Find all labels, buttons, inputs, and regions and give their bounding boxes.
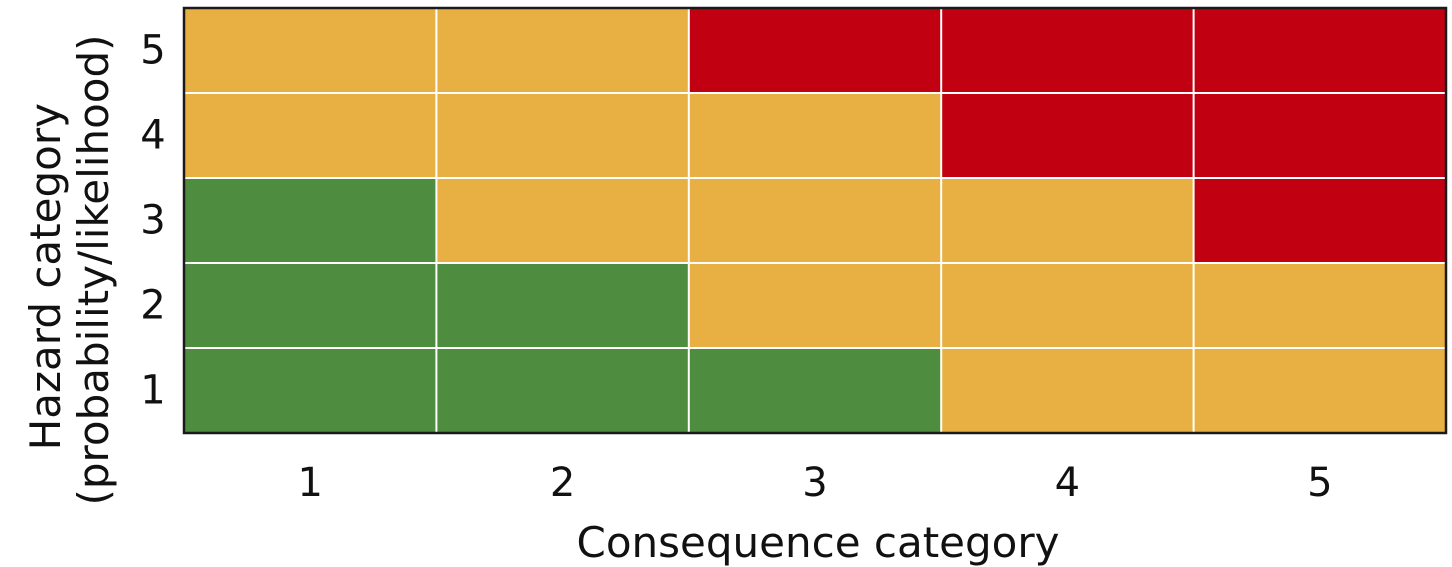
heatmap-cell-3-4 — [688, 93, 942, 179]
y-tick-label-5: 5 — [140, 28, 165, 74]
heatmap-cell-2-1 — [436, 348, 690, 434]
heatmap-cell-3-1 — [688, 348, 942, 434]
heatmap-cell-4-2 — [941, 263, 1195, 349]
heatmap-cell-5-3 — [1193, 178, 1447, 264]
heatmap-cell-5-4 — [1193, 93, 1447, 179]
heatmap-cell-3-2 — [688, 263, 942, 349]
heatmap-cell-4-3 — [941, 178, 1195, 264]
y-tick-label-4: 4 — [140, 113, 165, 159]
x-tick-label-3: 3 — [802, 460, 827, 506]
heatmap-cell-5-5 — [1193, 8, 1447, 94]
x-tick-label-5: 5 — [1307, 460, 1332, 506]
y-axis-title: Hazard category (probability/likelihood) — [21, 34, 118, 505]
heatmap-cell-1-4 — [184, 93, 437, 179]
x-tick-label-4: 4 — [1055, 460, 1080, 506]
heatmap-cell-3-5 — [688, 8, 942, 94]
heatmap-cell-2-2 — [436, 263, 690, 349]
x-tick-label-2: 2 — [550, 460, 575, 506]
heatmap-cell-1-1 — [184, 348, 437, 434]
y-tick-label-3: 3 — [140, 198, 165, 244]
plot-frame — [182, 6, 1448, 435]
x-axis-title: Consequence category — [577, 518, 1060, 567]
heatmap-cell-5-2 — [1193, 263, 1447, 349]
y-axis-title-line-2: (probability/likelihood) — [69, 34, 118, 505]
heatmap-cell-4-4 — [941, 93, 1195, 179]
grid-lines — [184, 8, 1446, 433]
heatmap-cell-1-5 — [184, 8, 437, 94]
heatmap-cells — [184, 8, 1447, 434]
heatmap-cell-5-1 — [1193, 348, 1447, 434]
heatmap-cell-4-5 — [941, 8, 1195, 94]
heatmap-cell-2-5 — [436, 8, 690, 94]
y-axis-title-line-1: Hazard category — [21, 103, 70, 450]
x-tick-label-1: 1 — [297, 460, 322, 506]
x-tick-labels: 1 2 3 4 5 — [297, 460, 1332, 506]
heatmap-cell-1-2 — [184, 263, 437, 349]
y-tick-labels: 1 2 3 4 5 — [140, 28, 165, 414]
heatmap-cell-2-4 — [436, 93, 690, 179]
heatmap-cell-1-3 — [184, 178, 437, 264]
y-tick-label-1: 1 — [140, 368, 165, 414]
heatmap-cell-4-1 — [941, 348, 1195, 434]
heatmap-cell-2-3 — [436, 178, 690, 264]
y-tick-label-2: 2 — [140, 283, 165, 329]
heatmap-cell-3-3 — [688, 178, 942, 264]
